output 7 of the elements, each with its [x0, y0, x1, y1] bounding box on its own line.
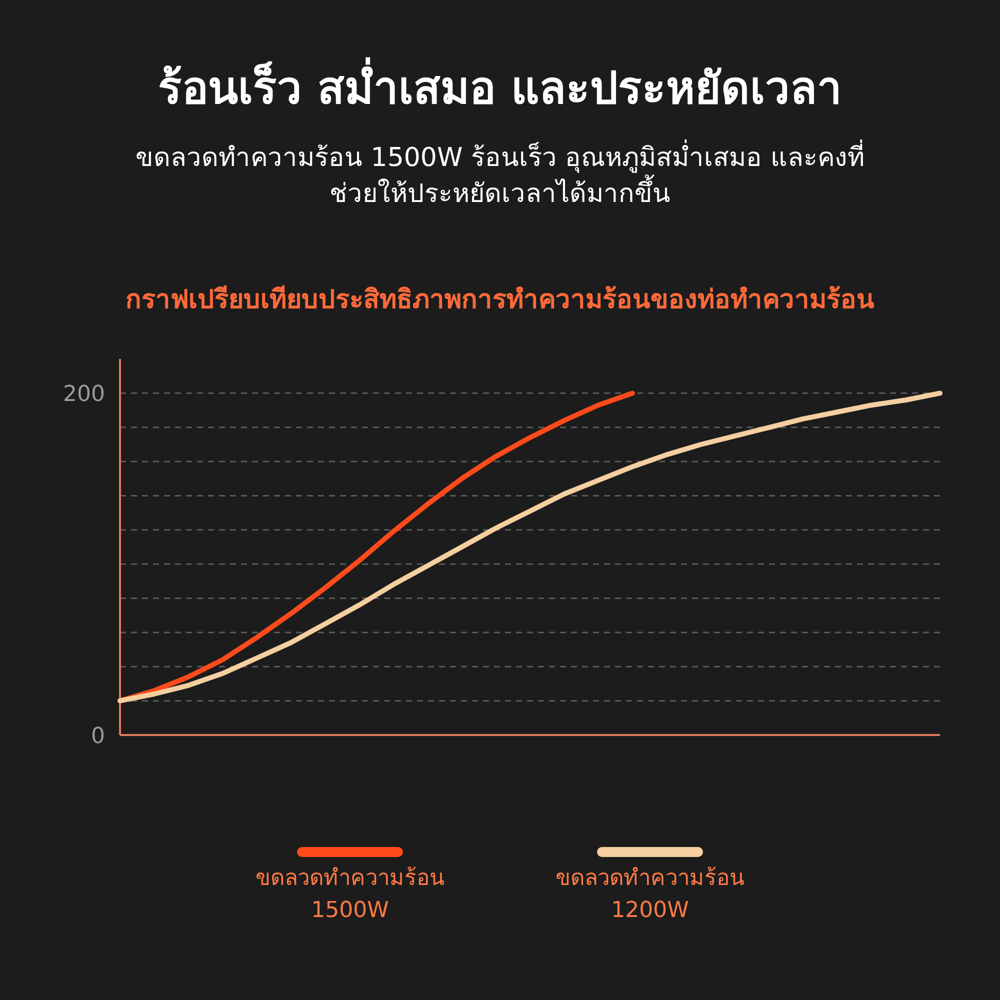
- y-tick-label: 200: [63, 382, 105, 408]
- legend-label: ขดลวดทำความร้อน 1500W: [256, 866, 444, 923]
- chart-subtitle: ขดลวดทำความร้อน 1500W ร้อนเร็ว อุณหภูมิสม่ำเสมอ และคงที่ ช่วยให้ประหยัดเวลาได้มากขึ้น: [134, 140, 866, 211]
- legend-label: ขดลวดทำความร้อน 1200W: [556, 866, 744, 923]
- y-tick-label: 0: [91, 724, 105, 749]
- text: กราฟเปรียบเทียบประสิทธิภาพการทำความร้อนของท่อทำความร้อน: [124, 284, 876, 317]
- chart-title: ร้อนเร็ว สม่ำเสมอ และประหยัดเวลา: [157, 56, 843, 116]
